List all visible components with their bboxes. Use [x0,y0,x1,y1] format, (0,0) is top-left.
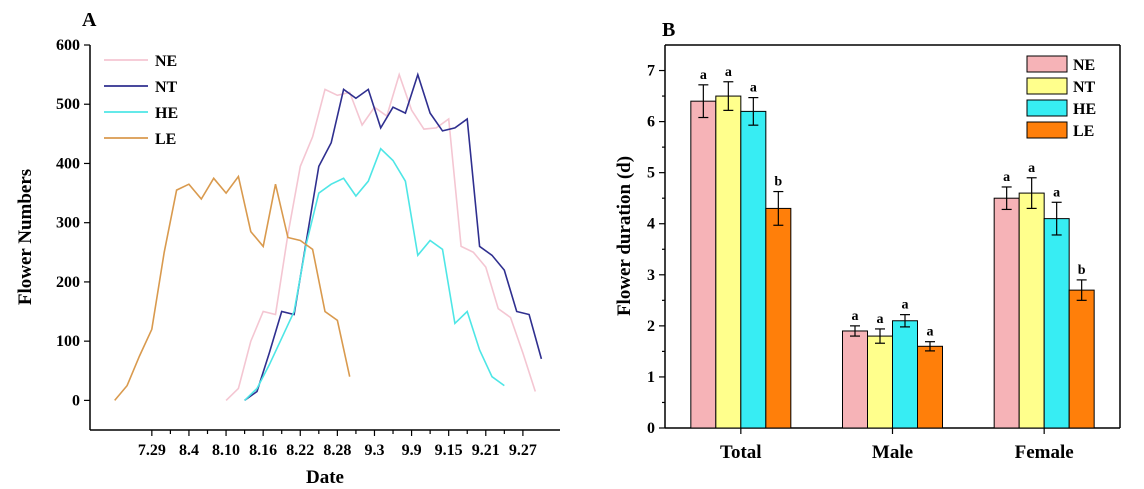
panel-a-y-tick-label: 600 [56,37,80,54]
bar-male-ne [842,330,868,429]
panel-b-y-tick-label: 0 [647,420,655,437]
significance-label: a [852,309,859,324]
panel-a-x-axis-title: Date [306,467,344,488]
bar-female-he [1043,218,1070,429]
legend-label-ne: NE [155,53,177,70]
legend-swatch-ne [1026,55,1068,73]
panel-a-x-tick-label: 8.28 [323,442,351,459]
panel-a-x-tick-label: 8.10 [212,442,240,459]
bar-male-nt [867,335,893,429]
panel-b-y-ticks: 0 1 2 3 4 5 6 7 [647,63,665,437]
legend-label-nt: NT [1073,79,1096,96]
panel-b-y-tick-label: 7 [647,63,655,80]
significance-label: a [700,68,707,83]
panel-b-y-tick-label: 1 [647,369,655,386]
significance-label: a [725,65,732,80]
bar-total-ne [690,100,717,429]
series-line-he [244,147,505,401]
panel-b-y-tick-label: 5 [647,165,655,182]
panel-a-y-tick-label: 500 [56,96,80,113]
panel-a-y-axis-title: Flower Numbers [15,169,36,305]
bar-total-le [765,207,792,429]
legend-label-le: LE [155,131,176,148]
series-line-nt [244,71,543,402]
legend-label-he: HE [155,105,178,122]
panel-b-y-tick-label: 6 [647,114,655,131]
bar-male-he [892,320,918,429]
legend-label-ne: NE [1073,57,1095,74]
significance-label: a [750,81,757,96]
legend-label-nt: NT [155,79,178,96]
panel-a-x-ticks: 7.29 8.4 8.10 8.16 8.22 8.28 9.3 9.9 9.15 9.21 9.2… [138,430,537,459]
panel-a-y-tick-label: 300 [56,215,80,232]
bar-female-le [1068,289,1095,429]
legend-label-le: LE [1073,123,1094,140]
bar-total-nt [715,95,742,429]
panel-a-x-tick-label: 8.16 [249,442,277,459]
panel-b-bars: a a a b a a a a a a a b [690,65,1095,429]
significance-label: a [1053,185,1060,200]
panel-a-x-tick-label: 9.9 [402,442,422,459]
panel-b-bar-chart: B Flower duration (d) 0 1 2 3 4 5 6 7 Total Male… [614,19,1121,463]
significance-label: a [902,298,909,313]
panel-a-label: A [82,9,97,31]
category-label-total: Total [720,442,762,463]
category-label-female: Female [1015,442,1074,463]
panel-b-y-tick-label: 2 [647,318,655,335]
legend-label-he: HE [1073,101,1096,118]
series-line-le [114,174,351,401]
panel-a-x-tick-label: 8.22 [286,442,314,459]
bar-total-he [740,110,767,429]
panel-a-x-tick-label: 7.29 [138,442,166,459]
panel-b-label: B [662,19,675,41]
legend-swatch-nt [1026,77,1068,95]
legend-swatch-he [1026,99,1068,117]
significance-label: a [1003,170,1010,185]
significance-label: a [1028,161,1035,176]
panel-b-y-tick-label: 4 [647,216,655,233]
bar-female-nt [1018,192,1045,429]
panel-b-y-axis-title: Flower duration (d) [614,156,635,316]
panel-b-y-tick-label: 3 [647,267,655,284]
bar-female-ne [993,197,1020,429]
panel-a-x-tick-label: 9.15 [435,442,463,459]
panel-a-y-tick-label: 400 [56,155,80,172]
panel-a-x-tick-label: 9.21 [472,442,500,459]
panel-a-x-tick-label: 8.4 [179,442,199,459]
panel-a-y-tick-label: 100 [56,333,80,350]
significance-label: a [927,325,934,340]
significance-label: a [877,312,884,327]
significance-label: b [774,175,782,190]
category-label-male: Male [872,442,913,463]
panel-a-line-chart: A Flower Numbers Date 0 100 200 300 400 500 60… [15,9,560,488]
panel-a-y-tick-label: 200 [56,274,80,291]
legend-swatch-le [1026,121,1068,139]
significance-label: b [1078,263,1086,278]
bar-male-le [917,345,943,429]
panel-b-category-labels: Total Male Female [720,428,1074,463]
panel-a-series-lines [114,71,543,402]
panel-a-y-ticks: 0 100 200 300 400 500 600 [56,37,90,409]
series-line-ne [225,72,537,401]
panel-a-x-tick-label: 9.3 [364,442,384,459]
panel-a-x-tick-label: 9.27 [509,442,537,459]
panel-a-legend: NE NT HE LE [104,53,178,148]
panel-b-legend: NE NT HE LE [1026,55,1096,140]
panel-a-y-tick-label: 0 [72,392,80,409]
